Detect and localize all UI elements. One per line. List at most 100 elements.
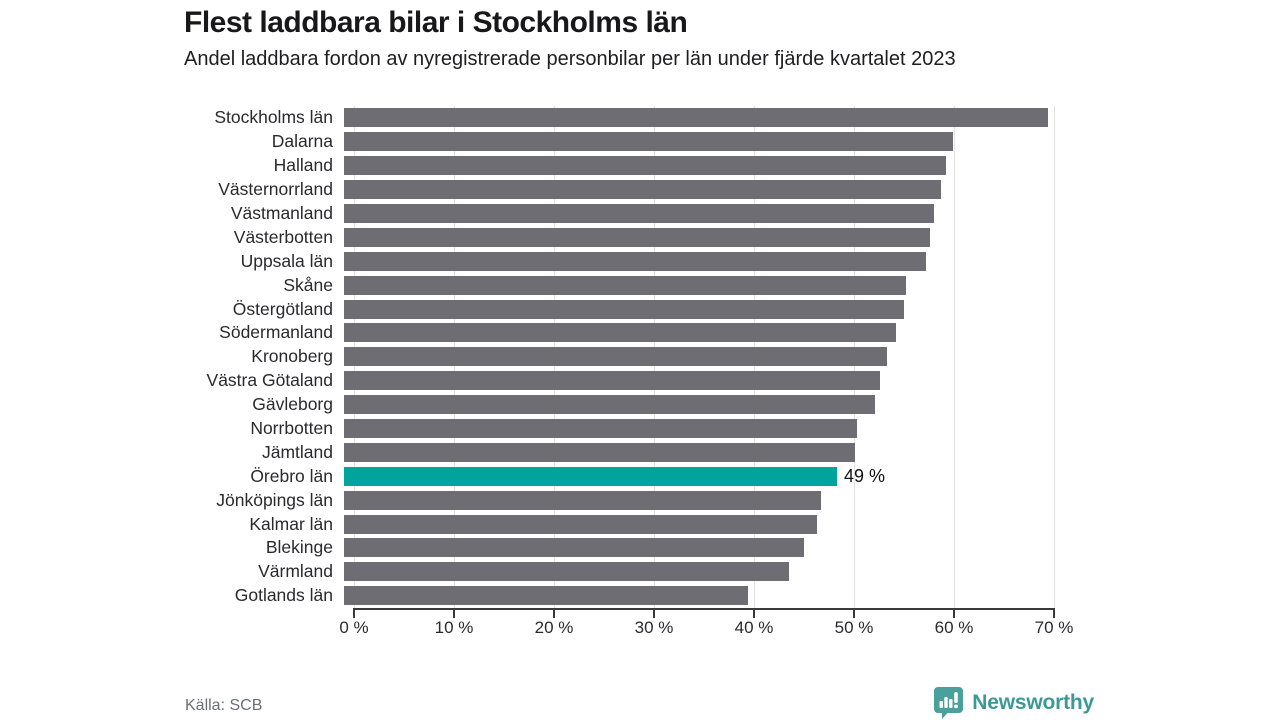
bar-track bbox=[344, 106, 1070, 130]
bar-track bbox=[344, 536, 1070, 560]
bar bbox=[344, 275, 906, 295]
bar-track bbox=[344, 369, 1070, 393]
bar-track bbox=[344, 417, 1070, 441]
bar bbox=[344, 299, 904, 319]
category-label: Norrbotten bbox=[250, 418, 333, 439]
bar-track bbox=[344, 202, 1070, 226]
bar bbox=[344, 371, 880, 391]
category-label: Jönköpings län bbox=[216, 489, 333, 510]
category-label: Västmanland bbox=[230, 203, 333, 223]
bar-row: Västerbotten bbox=[0, 225, 1070, 249]
bar bbox=[344, 490, 821, 510]
bar bbox=[344, 251, 926, 271]
brand-footer: Newsworthy bbox=[933, 686, 1094, 719]
category-label: Kalmar län bbox=[249, 513, 333, 534]
category-label: Dalarna bbox=[271, 131, 333, 152]
bar-row: Jämtland bbox=[0, 440, 1070, 464]
category-label: Södermanland bbox=[219, 322, 333, 343]
category-label: Uppsala län bbox=[240, 250, 333, 271]
bar-row: Kronoberg bbox=[0, 345, 1070, 369]
x-tick-label: 50 % bbox=[834, 618, 874, 637]
bar-track bbox=[344, 130, 1070, 154]
bar-track bbox=[344, 345, 1070, 369]
bar-row: Västernorrland bbox=[0, 178, 1070, 202]
bar-row: Uppsala län bbox=[0, 249, 1070, 273]
bar-track bbox=[344, 560, 1070, 584]
x-tick-label: 10 % bbox=[434, 618, 474, 637]
x-axis-tick bbox=[953, 610, 955, 618]
category-label: Örebro län bbox=[250, 465, 333, 486]
category-label: Gävleborg bbox=[252, 394, 333, 415]
chart-subtitle: Andel laddbara fordon av nyregistrerade … bbox=[184, 48, 956, 70]
x-axis-tick bbox=[853, 610, 855, 618]
bar-track: 49 % bbox=[344, 464, 1070, 488]
bar-row: Halland bbox=[0, 154, 1070, 178]
brand-name: Newsworthy bbox=[972, 690, 1094, 714]
bar bbox=[344, 419, 857, 439]
bar-row: Stockholms län bbox=[0, 106, 1070, 130]
category-label: Östergötland bbox=[232, 298, 333, 319]
bar-highlighted bbox=[344, 466, 837, 486]
category-label: Blekinge bbox=[265, 537, 333, 558]
category-label: Värmland bbox=[258, 561, 333, 582]
bar-row: Kalmar län bbox=[0, 512, 1070, 536]
bar bbox=[344, 227, 930, 247]
x-axis-tick bbox=[653, 610, 655, 618]
bar-row: Örebro län 49 % bbox=[0, 464, 1070, 488]
gridline bbox=[954, 106, 955, 608]
bar-row: Blekinge bbox=[0, 536, 1070, 560]
x-axis-line bbox=[353, 608, 1055, 610]
bar bbox=[344, 562, 789, 582]
bar bbox=[344, 180, 941, 200]
bar-row: Östergötland bbox=[0, 297, 1070, 321]
bar bbox=[344, 395, 875, 415]
bar-value-label: 49 % bbox=[844, 465, 886, 486]
bar-row: Västmanland bbox=[0, 202, 1070, 226]
bar bbox=[344, 132, 953, 152]
x-tick-label: 0 % bbox=[339, 618, 369, 637]
category-label: Skåne bbox=[283, 274, 333, 295]
x-tick-label: 30 % bbox=[634, 618, 674, 637]
bar-row: Gotlands län bbox=[0, 584, 1070, 608]
bar-track bbox=[344, 393, 1070, 417]
bar bbox=[344, 442, 855, 462]
x-axis-tick bbox=[1053, 610, 1055, 618]
bar-track bbox=[344, 440, 1070, 464]
bar-chart: Stockholms län Dalarna Halland Västernorrla… bbox=[0, 106, 1070, 608]
x-axis-tick bbox=[453, 610, 455, 618]
x-axis-tick bbox=[353, 610, 355, 618]
x-axis-tick bbox=[753, 610, 755, 618]
bar-rows: Stockholms län Dalarna Halland Västernorrla… bbox=[0, 106, 1070, 608]
category-label: Gotlands län bbox=[234, 585, 333, 606]
bar bbox=[344, 156, 946, 176]
source-note: Källa: SCB bbox=[185, 697, 263, 714]
bar-row: Norrbotten bbox=[0, 417, 1070, 441]
category-label: Västra Götaland bbox=[206, 370, 333, 391]
chart-title: Flest laddbara bilar i Stockholms län bbox=[184, 6, 688, 39]
bar-track bbox=[344, 154, 1070, 178]
x-tick-label: 70 % bbox=[1034, 618, 1074, 637]
category-label: Kronoberg bbox=[251, 346, 333, 367]
x-axis-tick bbox=[553, 610, 555, 618]
bar-row: Jönköpings län bbox=[0, 488, 1070, 512]
bar-track bbox=[344, 297, 1070, 321]
bar-row: Gävleborg bbox=[0, 393, 1070, 417]
bar bbox=[344, 586, 748, 606]
newsworthy-logo-icon bbox=[933, 686, 964, 719]
bar-track bbox=[344, 488, 1070, 512]
bar-track bbox=[344, 249, 1070, 273]
bar bbox=[344, 323, 896, 343]
x-tick-label: 20 % bbox=[534, 618, 574, 637]
bar bbox=[344, 347, 887, 367]
gridline bbox=[1054, 106, 1055, 608]
bar-track bbox=[344, 584, 1070, 608]
category-label: Jämtland bbox=[261, 441, 333, 462]
bar-row: Västra Götaland bbox=[0, 369, 1070, 393]
bar-row: Dalarna bbox=[0, 130, 1070, 154]
bar bbox=[344, 514, 817, 534]
bar-row: Skåne bbox=[0, 273, 1070, 297]
x-tick-label: 40 % bbox=[734, 618, 774, 637]
bar-row: Södermanland bbox=[0, 321, 1070, 345]
x-tick-label: 60 % bbox=[934, 618, 974, 637]
category-label: Halland bbox=[273, 155, 333, 176]
